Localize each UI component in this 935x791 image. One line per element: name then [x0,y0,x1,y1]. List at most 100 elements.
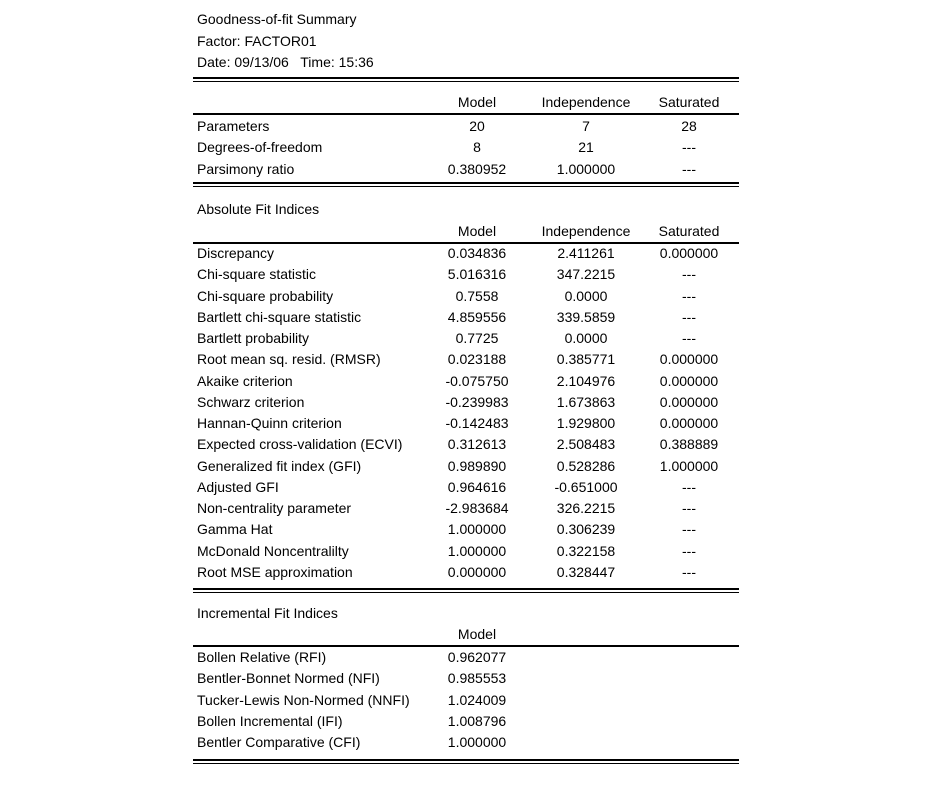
table-row: Root mean sq. resid. (RMSR) 0.023188 0.385… [193,349,739,370]
cell-value: --- [682,308,696,325]
table-row: Hannan-Quinn criterion -0.142483 1.929800 0… [193,413,739,434]
cell-value: 1.929800 [556,415,616,431]
row-label: Gamma Hat [197,521,273,538]
table-row: Bartlett chi-square statistic 4.859556 339… [193,307,739,328]
table-row: Bollen Relative (RFI) 0.962077 [193,647,739,668]
table-row: Bentler Comparative (CFI) 1.000000 [193,732,739,753]
cell-value: 0.962077 [447,649,507,665]
double-rule [193,77,739,82]
header-rule [193,645,739,647]
column-header-row: Model Independence Saturated [193,92,739,113]
table-row: McDonald Noncentralilty 1.000000 0.322158 -… [193,541,739,562]
cell-value: 0.328447 [556,563,616,580]
table-row: Expected cross-validation (ECVI) 0.312613… [193,434,739,455]
cell-value: --- [682,160,696,177]
cell-value: 0.0000 [564,330,608,346]
row-label: Bollen Relative (RFI) [197,649,327,665]
row-label: Akaike criterion [197,372,293,389]
cell-value: 2.411261 [557,245,615,261]
cell-value: 0.989890 [447,457,507,474]
table-row: Bartlett probability 0.7725 0.0000 --- [193,328,739,349]
cell-value: --- [682,330,696,346]
row-label: Tucker-Lewis Non-Normed (NNFI) [197,691,410,708]
row-label: Discrepancy [197,245,275,261]
row-label: Bentler-Bonnet Normed (NFI) [197,670,380,687]
cell-value: -0.075750 [445,372,509,389]
table-row: Tucker-Lewis Non-Normed (NNFI) 1.024009 [193,690,739,711]
cell-value: 0.7558 [455,287,499,304]
cell-value: 2.104976 [556,372,616,389]
cell-value: 0.023188 [447,351,507,368]
section-title-text: Incremental Fit Indices [197,605,338,621]
cell-value: 0.000000 [659,351,719,368]
row-label: Root MSE approximation [197,563,353,580]
cell-value: 28 [681,118,697,134]
section-title: Absolute Fit Indices [193,199,739,220]
cell-value: --- [682,287,696,304]
row-label: Degrees-of-freedom [197,139,323,156]
table-row: Discrepancy 0.034836 2.411261 0.000000 [193,243,739,264]
row-label: Bartlett chi-square statistic [197,308,362,325]
row-label: Adjusted GFI [197,478,279,495]
row-label: Generalized fit index (GFI) [197,457,362,474]
table-row: Bentler-Bonnet Normed (NFI) 0.985553 [193,668,739,689]
cell-value: 0.306239 [556,521,616,538]
cell-value: 1.024009 [447,691,507,708]
cell-value: -0.142483 [445,415,509,431]
cell-value: 0.385771 [556,351,616,368]
table-row: Degrees-of-freedom 8 21 --- [193,137,739,158]
column-header: Independence [541,223,631,239]
cell-value: --- [682,500,696,516]
date-time-label: Date: 09/13/06 Time: 15:36 [197,54,374,70]
row-label: McDonald Noncentralilty [197,542,349,559]
cell-value: 1.673863 [556,393,616,410]
cell-value: 0.380952 [447,160,507,177]
cell-value: 7 [582,118,590,134]
cell-value: 0.528286 [556,457,616,474]
table-row: Schwarz criterion -0.239983 1.673863 0.0000… [193,392,739,413]
row-label: Bartlett probability [197,330,310,346]
row-label: Hannan-Quinn criterion [197,415,342,431]
table-row: Chi-square probability 0.7558 0.0000 --- [193,286,739,307]
column-header-row: Model Independence Saturated [193,221,739,242]
cell-value: 21 [578,139,594,156]
table-row: Root MSE approximation 0.000000 0.328447 --… [193,562,739,583]
row-label: Parameters [197,118,270,134]
table-row: Akaike criterion -0.075750 2.104976 0.00000… [193,371,739,392]
double-rule [193,588,739,593]
cell-value: 0.034836 [447,245,507,261]
table-row: Chi-square statistic 5.016316 347.2215 --- [193,264,739,285]
column-header: Saturated [658,94,720,110]
cell-value: 0.000000 [659,245,719,261]
cell-value: -2.983684 [445,500,509,516]
double-rule [193,759,739,764]
cell-value: 326.2215 [556,500,616,516]
row-label: Bentler Comparative (CFI) [197,734,361,750]
column-header: Model [457,223,497,239]
cell-value: 1.000000 [447,521,507,538]
cell-value: --- [682,139,696,156]
cell-value: 1.000000 [447,542,507,559]
table-row: Adjusted GFI 0.964616 -0.651000 --- [193,477,739,498]
double-rule [193,182,739,187]
cell-value: 0.000000 [659,415,719,431]
cell-value: 20 [469,118,485,134]
cell-value: 1.000000 [556,160,616,177]
cell-value: 0.985553 [447,670,507,687]
cell-value: 0.312613 [447,436,507,453]
column-header: Model [457,94,497,110]
cell-value: --- [682,266,696,283]
cell-value: 0.964616 [447,478,507,495]
table-row: Parsimony ratio 0.380952 1.000000 --- [193,159,739,180]
table-row: Bollen Incremental (IFI) 1.008796 [193,711,739,732]
cell-value: 0.322158 [556,542,616,559]
row-label: Expected cross-validation (ECVI) [197,436,403,453]
header-rule [193,113,739,115]
cell-value: 8 [473,139,481,156]
cell-value: 1.000000 [447,734,507,750]
row-label: Bollen Incremental (IFI) [197,712,343,729]
cell-value: 5.016316 [447,266,507,283]
table-row: Generalized fit index (GFI) 0.989890 0.528… [193,456,739,477]
report-title: Goodness-of-fit Summary [197,11,357,27]
cell-value: 4.859556 [447,308,507,325]
